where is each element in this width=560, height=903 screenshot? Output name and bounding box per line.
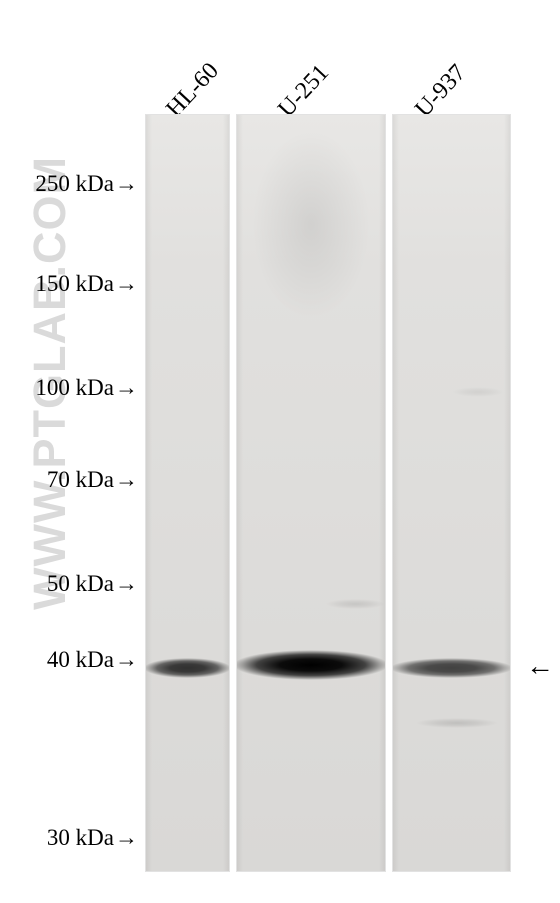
lane-u937 <box>392 114 511 872</box>
lane-edge-shadow <box>379 115 385 871</box>
lane-hl60 <box>145 114 230 872</box>
mw-marker-250: 250 kDa→ <box>10 171 138 197</box>
mw-marker-50: 50 kDa→ <box>10 571 138 597</box>
arrow-icon: → <box>115 825 138 851</box>
mw-label-text: 40 kDa <box>47 647 114 672</box>
mw-label-text: 30 kDa <box>47 825 114 850</box>
mw-label-text: 70 kDa <box>47 467 114 492</box>
lane-edge-shadow <box>237 115 243 871</box>
band-hl60-main <box>145 658 230 678</box>
mw-marker-30: 30 kDa→ <box>10 825 138 851</box>
band-u251-main <box>236 650 386 680</box>
lane-labels-group: HL-60 U-251 U-937 <box>10 26 550 116</box>
westernblot-figure: WWW.PTGLAB.COM HL-60 U-251 U-937 250 kDa… <box>10 26 550 886</box>
mw-label-text: 100 kDa <box>35 375 114 400</box>
mw-label-text: 250 kDa <box>35 171 114 196</box>
arrow-icon: → <box>115 375 138 401</box>
lane-edge-shadow <box>223 115 229 871</box>
lane-edge-shadow <box>146 115 152 871</box>
mw-marker-70: 70 kDa→ <box>10 467 138 493</box>
mw-marker-40: 40 kDa→ <box>10 647 138 673</box>
mw-marker-150: 150 kDa→ <box>10 271 138 297</box>
arrow-icon: → <box>115 271 138 297</box>
mw-label-text: 150 kDa <box>35 271 114 296</box>
lane-edge-shadow <box>393 115 399 871</box>
band-u251-faint <box>326 599 385 609</box>
band-u937-faint-lower <box>416 718 498 728</box>
blot-area <box>145 114 515 872</box>
arrow-icon: → <box>115 467 138 493</box>
band-u937-faint-upper <box>452 387 505 397</box>
arrow-icon: → <box>115 571 138 597</box>
arrow-icon: → <box>115 171 138 197</box>
arrow-icon: → <box>115 647 138 673</box>
band-u937-main <box>392 658 511 678</box>
mw-label-text: 50 kDa <box>47 571 114 596</box>
lane-edge-shadow <box>504 115 510 871</box>
lane-u251 <box>236 114 386 872</box>
target-band-arrow-icon: ← <box>526 651 554 683</box>
background-smudge <box>252 130 370 319</box>
mw-marker-100: 100 kDa→ <box>10 375 138 401</box>
